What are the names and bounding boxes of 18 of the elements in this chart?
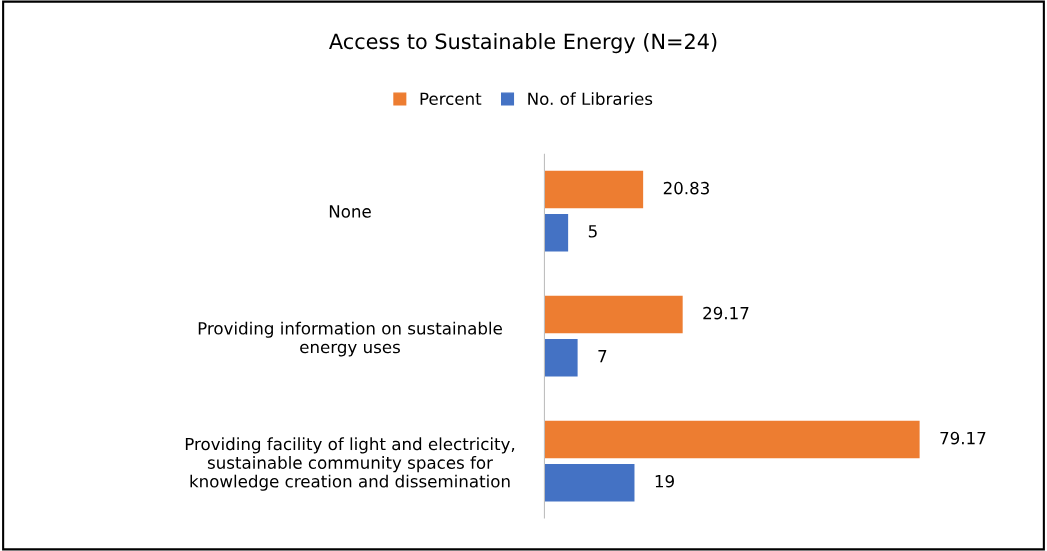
y-tick-label: None — [329, 205, 371, 218]
bar — [544, 420, 920, 459]
legend-label: Percent — [420, 92, 482, 106]
data-label: 7 — [598, 350, 607, 363]
data-label: 19 — [655, 474, 674, 488]
bar — [544, 295, 683, 334]
chart-title: Access to Sustainable Energy (N=24) — [329, 33, 717, 54]
bar — [544, 213, 569, 252]
y-tick-label: Providing information on sustainable energy uses — [198, 321, 502, 357]
data-label: 5 — [588, 225, 597, 238]
bar — [544, 338, 578, 377]
data-label: 20.83 — [663, 181, 709, 195]
data-label: 29.17 — [703, 306, 749, 320]
legend-label: No. of Libraries — [528, 92, 653, 106]
bar — [544, 463, 635, 502]
bar — [544, 170, 644, 209]
data-label: 79.17 — [940, 431, 986, 445]
y-tick-label: Providing facility of light and electricity, sustainable community spaces for knowledge creation and dissemination — [185, 437, 515, 491]
